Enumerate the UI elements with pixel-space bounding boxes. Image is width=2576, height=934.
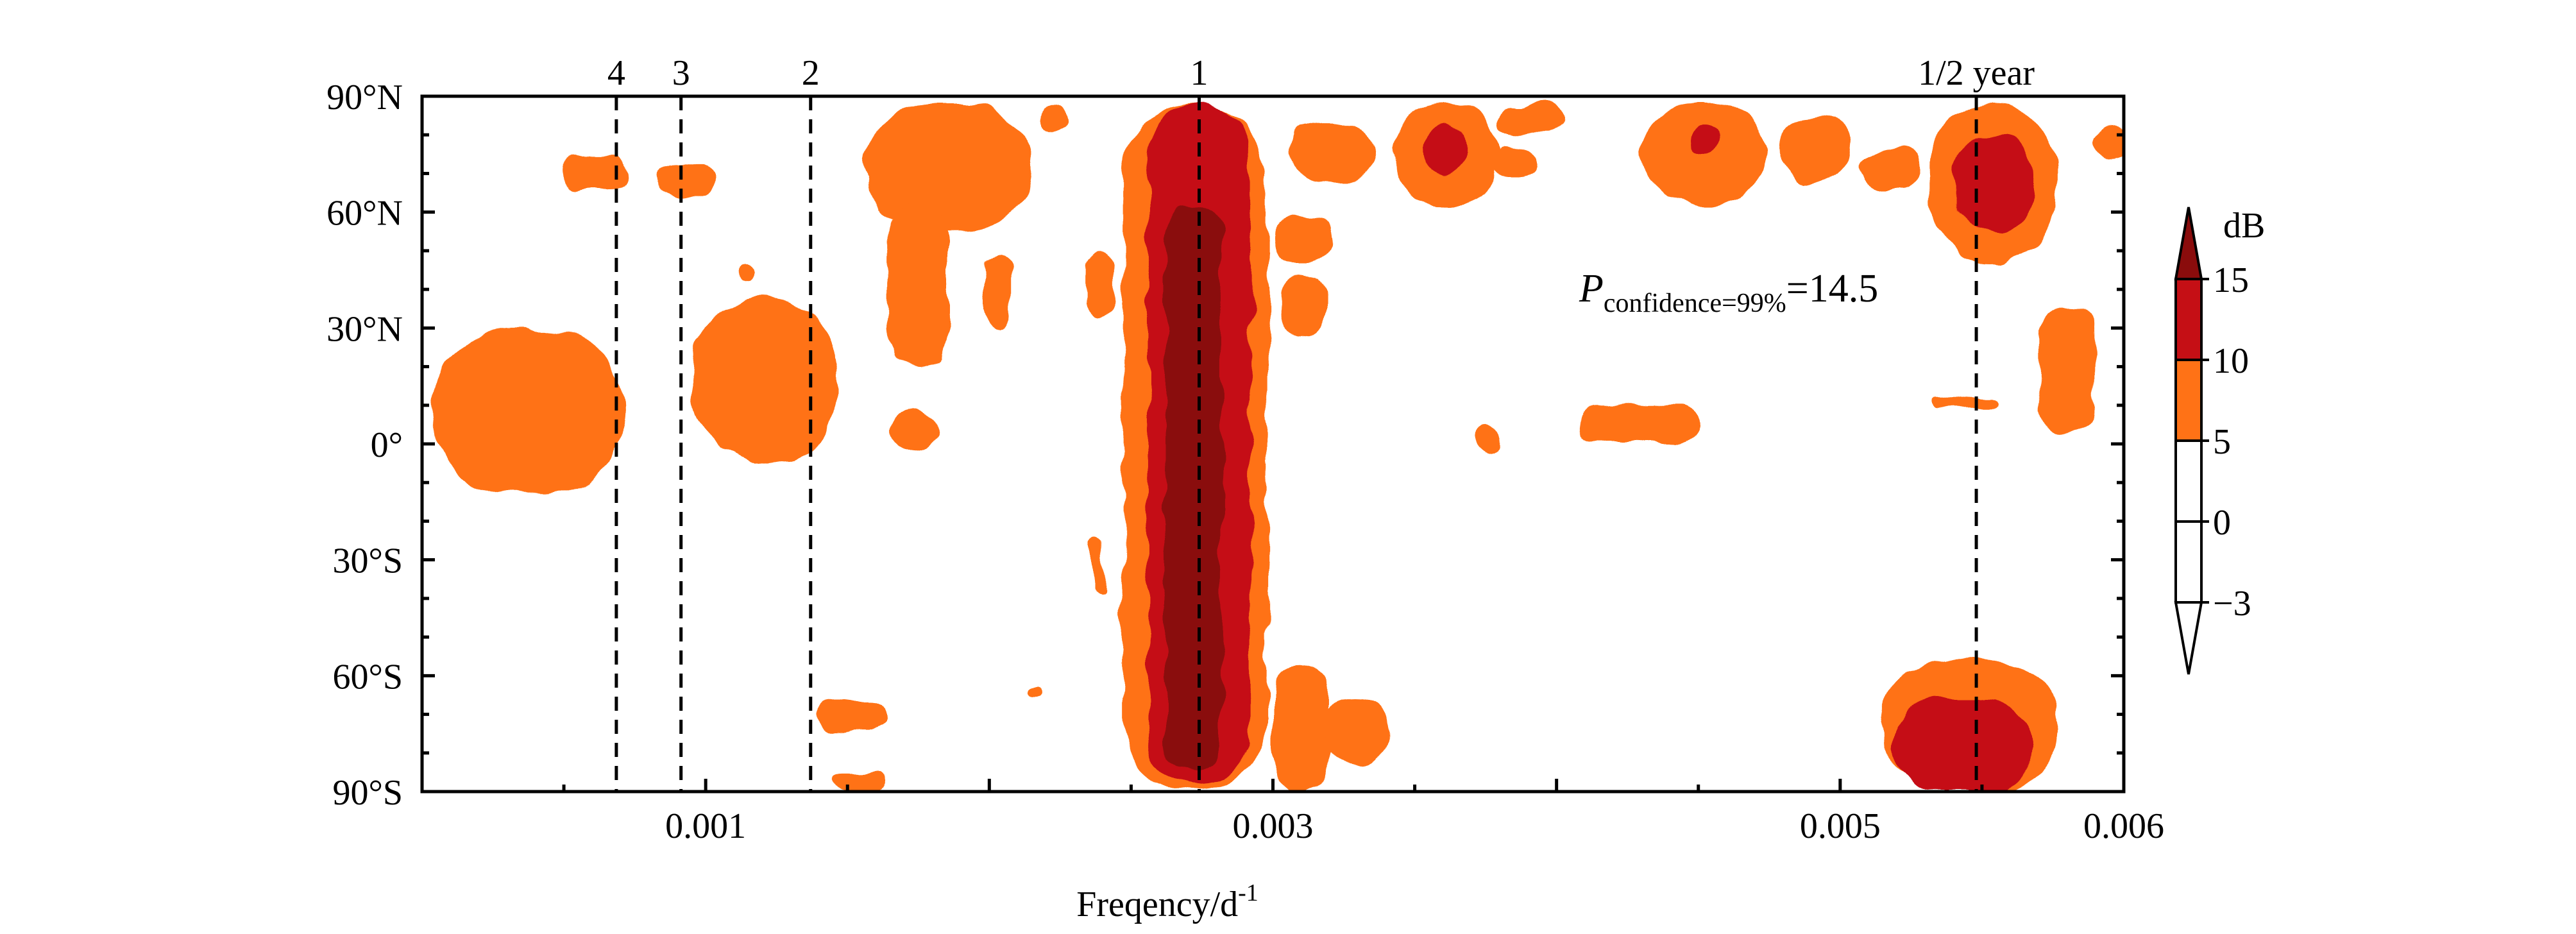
contour-region (1953, 135, 2033, 232)
axis-ticks (420, 94, 2126, 794)
x-axis-label: Freqency/d-1 (1076, 879, 1258, 924)
contour-region (1040, 108, 1069, 135)
colorbar-label: −3 (2213, 584, 2251, 624)
colorbar-segment (2174, 439, 2203, 523)
contour-region (1281, 274, 1325, 340)
contour-region (1423, 127, 1466, 174)
contour-region (1091, 540, 1103, 595)
contour-region (2038, 305, 2096, 432)
contour-region (1290, 123, 1378, 182)
contour-fill-layer (430, 104, 2124, 792)
y-tick-label: 30°S (332, 541, 403, 581)
annotation-subscript: confidence=99% (1604, 289, 1786, 318)
colorbar-segment (2174, 359, 2203, 442)
contour-region (887, 204, 947, 367)
plot-frame (420, 94, 2126, 794)
contour-region (1023, 687, 1040, 699)
colorbar-bottom-arrow (2174, 601, 2203, 675)
x-tick-label: 0.006 (2083, 806, 2164, 846)
x-tick-label: 0.001 (665, 806, 746, 846)
contour-region (740, 266, 757, 282)
y-tick-label: 30°N (326, 309, 403, 349)
contour-region (1931, 397, 1999, 409)
contour-region (983, 254, 1012, 328)
contour-region (1687, 123, 1722, 155)
period-label: 3 (672, 53, 690, 93)
contour-region (816, 699, 888, 734)
colorbar-label: 10 (2213, 341, 2249, 381)
colorbar-unit: dB (2223, 206, 2265, 246)
contour-region (430, 328, 627, 495)
contour-region (1273, 216, 1335, 262)
colorbar-segment (2174, 520, 2203, 604)
annotation-value: =14.5 (1786, 267, 1878, 310)
contour-region (1324, 699, 1389, 768)
contour-region (561, 154, 627, 189)
contour-region (691, 297, 839, 464)
contour-region (1860, 150, 1920, 189)
colorbar-top-arrow (2174, 207, 2203, 280)
x-tick-labels: 0.001 0.003 0.005 0.006 (665, 806, 2164, 846)
period-label: 1 (1191, 53, 1208, 93)
contour-region (1500, 104, 1563, 135)
y-tick-label: 60°S (332, 657, 403, 697)
x-tick-label: 0.005 (1800, 806, 1881, 846)
y-tick-label: 0° (371, 425, 403, 465)
contour-region (1641, 104, 1767, 205)
period-lines: 4 3 2 1 1/2 year (607, 53, 2035, 792)
contour-region (1085, 250, 1114, 317)
contour-region (1165, 204, 1222, 768)
colorbar-label: 15 (2213, 260, 2249, 300)
colorbar-label: 0 (2213, 503, 2231, 543)
y-tick-labels: 90°N 60°N 30°N 0° 30°S 60°S 90°S (326, 78, 403, 813)
period-label: 4 (607, 53, 625, 93)
period-label: 1/2 year (1918, 53, 2035, 93)
colorbar: dB 15 10 5 0 −3 (2174, 206, 2265, 675)
x-tick-label: 0.003 (1233, 806, 1314, 846)
contour-region (1777, 119, 1852, 182)
y-tick-label: 60°N (326, 194, 403, 234)
contour-region (1576, 405, 1699, 444)
contour-region (1891, 699, 2033, 792)
contour-region (833, 772, 885, 792)
contour-region (890, 409, 936, 452)
contour-region (1477, 428, 1500, 456)
contour-region (1494, 146, 1537, 178)
colorbar-segment (2174, 278, 2203, 361)
colorbar-label: 5 (2213, 422, 2231, 462)
confidence-annotation: Pconfidence=99%=14.5 (1579, 267, 1878, 318)
contour-region (864, 104, 1032, 232)
x-axis-label-superscript: -1 (1238, 879, 1258, 906)
x-axis-label-main: Freqency/d (1076, 885, 1238, 924)
annotation-italic: P (1579, 267, 1604, 310)
y-tick-label: 90°N (326, 78, 403, 117)
contour-region (660, 166, 717, 197)
contour-region (2095, 127, 2124, 162)
contour-region (1273, 664, 1330, 792)
y-tick-label: 90°S (332, 773, 403, 813)
period-label: 2 (802, 53, 820, 93)
